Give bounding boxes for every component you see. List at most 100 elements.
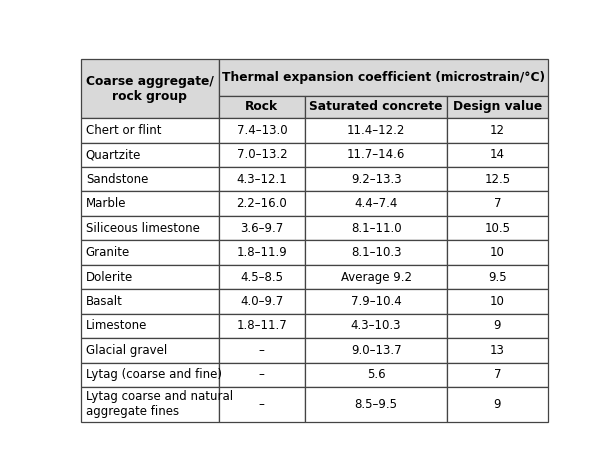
Text: 1.8–11.9: 1.8–11.9 [236, 246, 287, 259]
Bar [447, 142, 547, 167]
Bar [81, 363, 219, 387]
Bar [219, 289, 305, 314]
Bar [219, 387, 305, 422]
Text: 4.5–8.5: 4.5–8.5 [240, 270, 284, 284]
Bar [447, 289, 547, 314]
Bar [81, 289, 219, 314]
Bar [81, 387, 219, 422]
Bar [305, 314, 447, 338]
Text: 9: 9 [494, 319, 501, 333]
Text: –: – [259, 398, 265, 411]
Text: –: – [259, 368, 265, 381]
Bar [219, 96, 305, 118]
Bar [305, 96, 447, 118]
Text: 10: 10 [490, 246, 505, 259]
Bar [305, 142, 447, 167]
Bar [81, 191, 219, 216]
Bar [447, 387, 547, 422]
Text: 8.1–10.3: 8.1–10.3 [351, 246, 401, 259]
Text: 8.1–11.0: 8.1–11.0 [351, 222, 401, 235]
Text: 4.3–12.1: 4.3–12.1 [236, 173, 287, 186]
Bar [447, 240, 547, 265]
Text: 12.5: 12.5 [485, 173, 510, 186]
Text: 7.9–10.4: 7.9–10.4 [351, 295, 401, 308]
Text: 4.4–7.4: 4.4–7.4 [354, 197, 398, 210]
Bar [305, 240, 447, 265]
Bar [219, 167, 305, 191]
Text: 3.6–9.7: 3.6–9.7 [240, 222, 284, 235]
Bar [447, 314, 547, 338]
Bar [447, 118, 547, 142]
Text: Quartzite: Quartzite [86, 148, 141, 161]
Text: 4.0–9.7: 4.0–9.7 [240, 295, 284, 308]
Text: 11.7–14.6: 11.7–14.6 [347, 148, 405, 161]
Text: Lytag coarse and natural
aggregate fines: Lytag coarse and natural aggregate fines [86, 390, 233, 418]
Text: 10.5: 10.5 [485, 222, 510, 235]
Bar [81, 142, 219, 167]
Bar [305, 363, 447, 387]
Text: Sandstone: Sandstone [86, 173, 148, 186]
Bar [447, 363, 547, 387]
Bar [219, 338, 305, 363]
Bar [447, 216, 547, 240]
Text: Siliceous limestone: Siliceous limestone [86, 222, 200, 235]
Text: 13: 13 [490, 344, 505, 357]
Text: Chert or flint: Chert or flint [86, 124, 161, 137]
Bar [305, 289, 447, 314]
Bar [81, 59, 219, 118]
Bar [81, 338, 219, 363]
Bar [447, 265, 547, 289]
Bar [305, 118, 447, 142]
Text: Saturated concrete: Saturated concrete [309, 100, 443, 113]
Text: Thermal expansion coefficient (microstrain/°C): Thermal expansion coefficient (microstra… [222, 71, 544, 84]
Bar [81, 265, 219, 289]
Text: 7.0–13.2: 7.0–13.2 [236, 148, 287, 161]
Bar [81, 216, 219, 240]
Text: 11.4–12.2: 11.4–12.2 [347, 124, 405, 137]
Bar [219, 118, 305, 142]
Bar [219, 59, 547, 96]
Bar [219, 142, 305, 167]
Bar [447, 191, 547, 216]
Text: Average 9.2: Average 9.2 [340, 270, 412, 284]
Text: Dolerite: Dolerite [86, 270, 133, 284]
Text: 7.4–13.0: 7.4–13.0 [236, 124, 287, 137]
Text: 9.5: 9.5 [488, 270, 507, 284]
Text: Limestone: Limestone [86, 319, 147, 333]
Text: 12: 12 [490, 124, 505, 137]
Text: 1.8–11.7: 1.8–11.7 [236, 319, 287, 333]
Bar [81, 167, 219, 191]
Bar [81, 314, 219, 338]
Text: Coarse aggregate/
rock group: Coarse aggregate/ rock group [86, 75, 214, 102]
Bar [305, 265, 447, 289]
Text: 4.3–10.3: 4.3–10.3 [351, 319, 401, 333]
Text: Granite: Granite [86, 246, 130, 259]
Text: 5.6: 5.6 [367, 368, 386, 381]
Text: Rock: Rock [245, 100, 279, 113]
Text: 9.0–13.7: 9.0–13.7 [351, 344, 401, 357]
Text: 14: 14 [490, 148, 505, 161]
Bar [219, 216, 305, 240]
Text: 10: 10 [490, 295, 505, 308]
Bar [447, 96, 547, 118]
Text: 9: 9 [494, 398, 501, 411]
Bar [305, 191, 447, 216]
Bar [81, 118, 219, 142]
Text: Lytag (coarse and fine): Lytag (coarse and fine) [86, 368, 222, 381]
Bar [305, 387, 447, 422]
Text: 8.5–9.5: 8.5–9.5 [354, 398, 398, 411]
Bar [447, 338, 547, 363]
Text: Design value: Design value [453, 100, 542, 113]
Bar [219, 191, 305, 216]
Bar [447, 167, 547, 191]
Bar [81, 240, 219, 265]
Bar [219, 240, 305, 265]
Text: 7: 7 [494, 368, 501, 381]
Text: Glacial gravel: Glacial gravel [86, 344, 167, 357]
Text: 7: 7 [494, 197, 501, 210]
Bar [219, 363, 305, 387]
Text: Basalt: Basalt [86, 295, 123, 308]
Text: 9.2–13.3: 9.2–13.3 [351, 173, 401, 186]
Bar [305, 216, 447, 240]
Bar [219, 265, 305, 289]
